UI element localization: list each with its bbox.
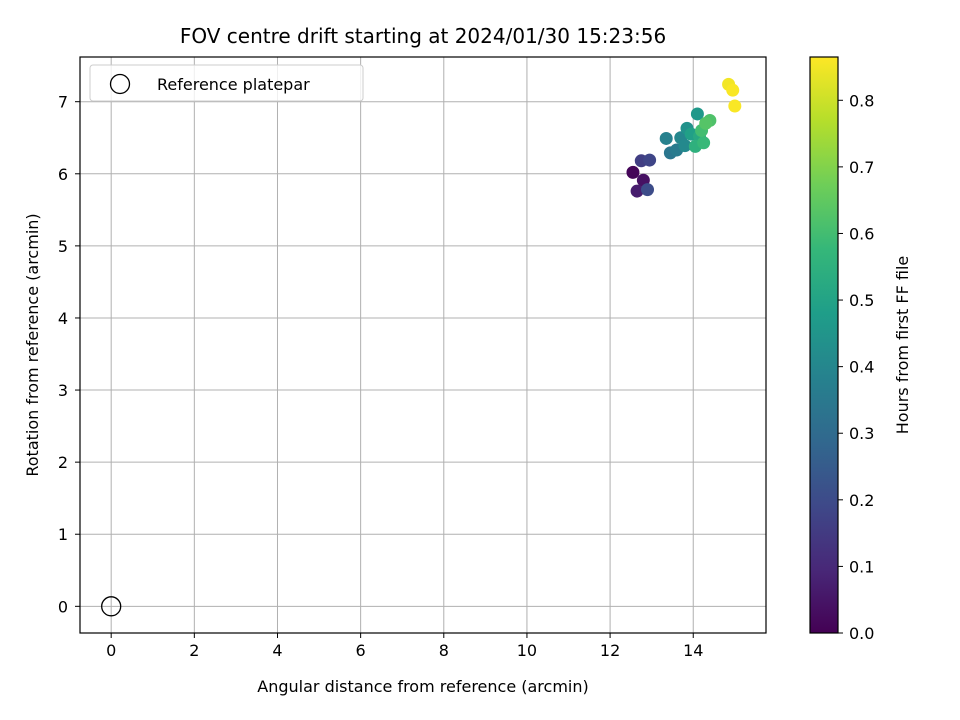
data-point [690, 107, 704, 121]
y-tick-label: 5 [58, 237, 68, 256]
y-tick-label: 1 [58, 525, 68, 544]
y-tick-label: 7 [58, 93, 68, 112]
x-tick-label: 4 [272, 641, 282, 660]
data-point [659, 131, 673, 145]
legend-reference-marker [109, 73, 131, 95]
data-point [699, 116, 713, 130]
colorbar-label: Hours from first FF file [893, 256, 912, 435]
data-point [630, 184, 644, 198]
legend-reference-label: Reference platepar [157, 75, 310, 94]
x-tick-label: 8 [439, 641, 449, 660]
x-tick-label: 12 [600, 641, 620, 660]
grid-lines [80, 57, 766, 633]
x-tick-label: 0 [106, 641, 116, 660]
colorbar-tick-label: 0.1 [849, 557, 874, 576]
x-tick-label: 10 [517, 641, 537, 660]
y-tick-label: 6 [58, 165, 68, 184]
data-point [626, 165, 640, 179]
x-tick-label: 2 [189, 641, 199, 660]
data-points [101, 77, 742, 617]
legend-box [89, 64, 364, 102]
colorbar-tick-label: 0.7 [849, 158, 874, 177]
legend: Reference platepar [89, 64, 364, 102]
colorbar-tick-label: 0.3 [849, 424, 874, 443]
colorbar-tick-label: 0.2 [849, 491, 874, 510]
data-point [697, 136, 711, 150]
y-tick-label: 4 [58, 309, 68, 328]
y-axis-label: Rotation from reference (arcmin) [23, 213, 42, 476]
data-point [726, 83, 740, 97]
y-tick-label: 0 [58, 597, 68, 616]
colorbar-tick-label: 0.0 [849, 624, 874, 643]
colorbar-tick-label: 0.8 [849, 91, 874, 110]
x-tick-label: 6 [356, 641, 366, 660]
plot-frame [79, 56, 767, 634]
colorbar-tick-label: 0.4 [849, 358, 874, 377]
x-tick-label: 14 [683, 641, 703, 660]
colorbar-tick-label: 0.6 [849, 224, 874, 243]
y-tick-label: 3 [58, 381, 68, 400]
reference-platepar-marker [101, 596, 122, 617]
data-point [678, 139, 692, 153]
chart-title: FOV centre drift starting at 2024/01/30 … [180, 24, 666, 48]
data-point [641, 183, 655, 197]
y-tick-label: 2 [58, 453, 68, 472]
colorbar-tick-label: 0.5 [849, 291, 874, 310]
x-axis-label: Angular distance from reference (arcmin) [257, 677, 588, 696]
colorbar-gradient [809, 56, 839, 634]
data-point [643, 153, 657, 167]
data-point [728, 99, 742, 113]
colorbar: 0.0 0.1 0.2 0.3 0.4 0.5 0.6 0.7 0.8 [809, 56, 874, 643]
